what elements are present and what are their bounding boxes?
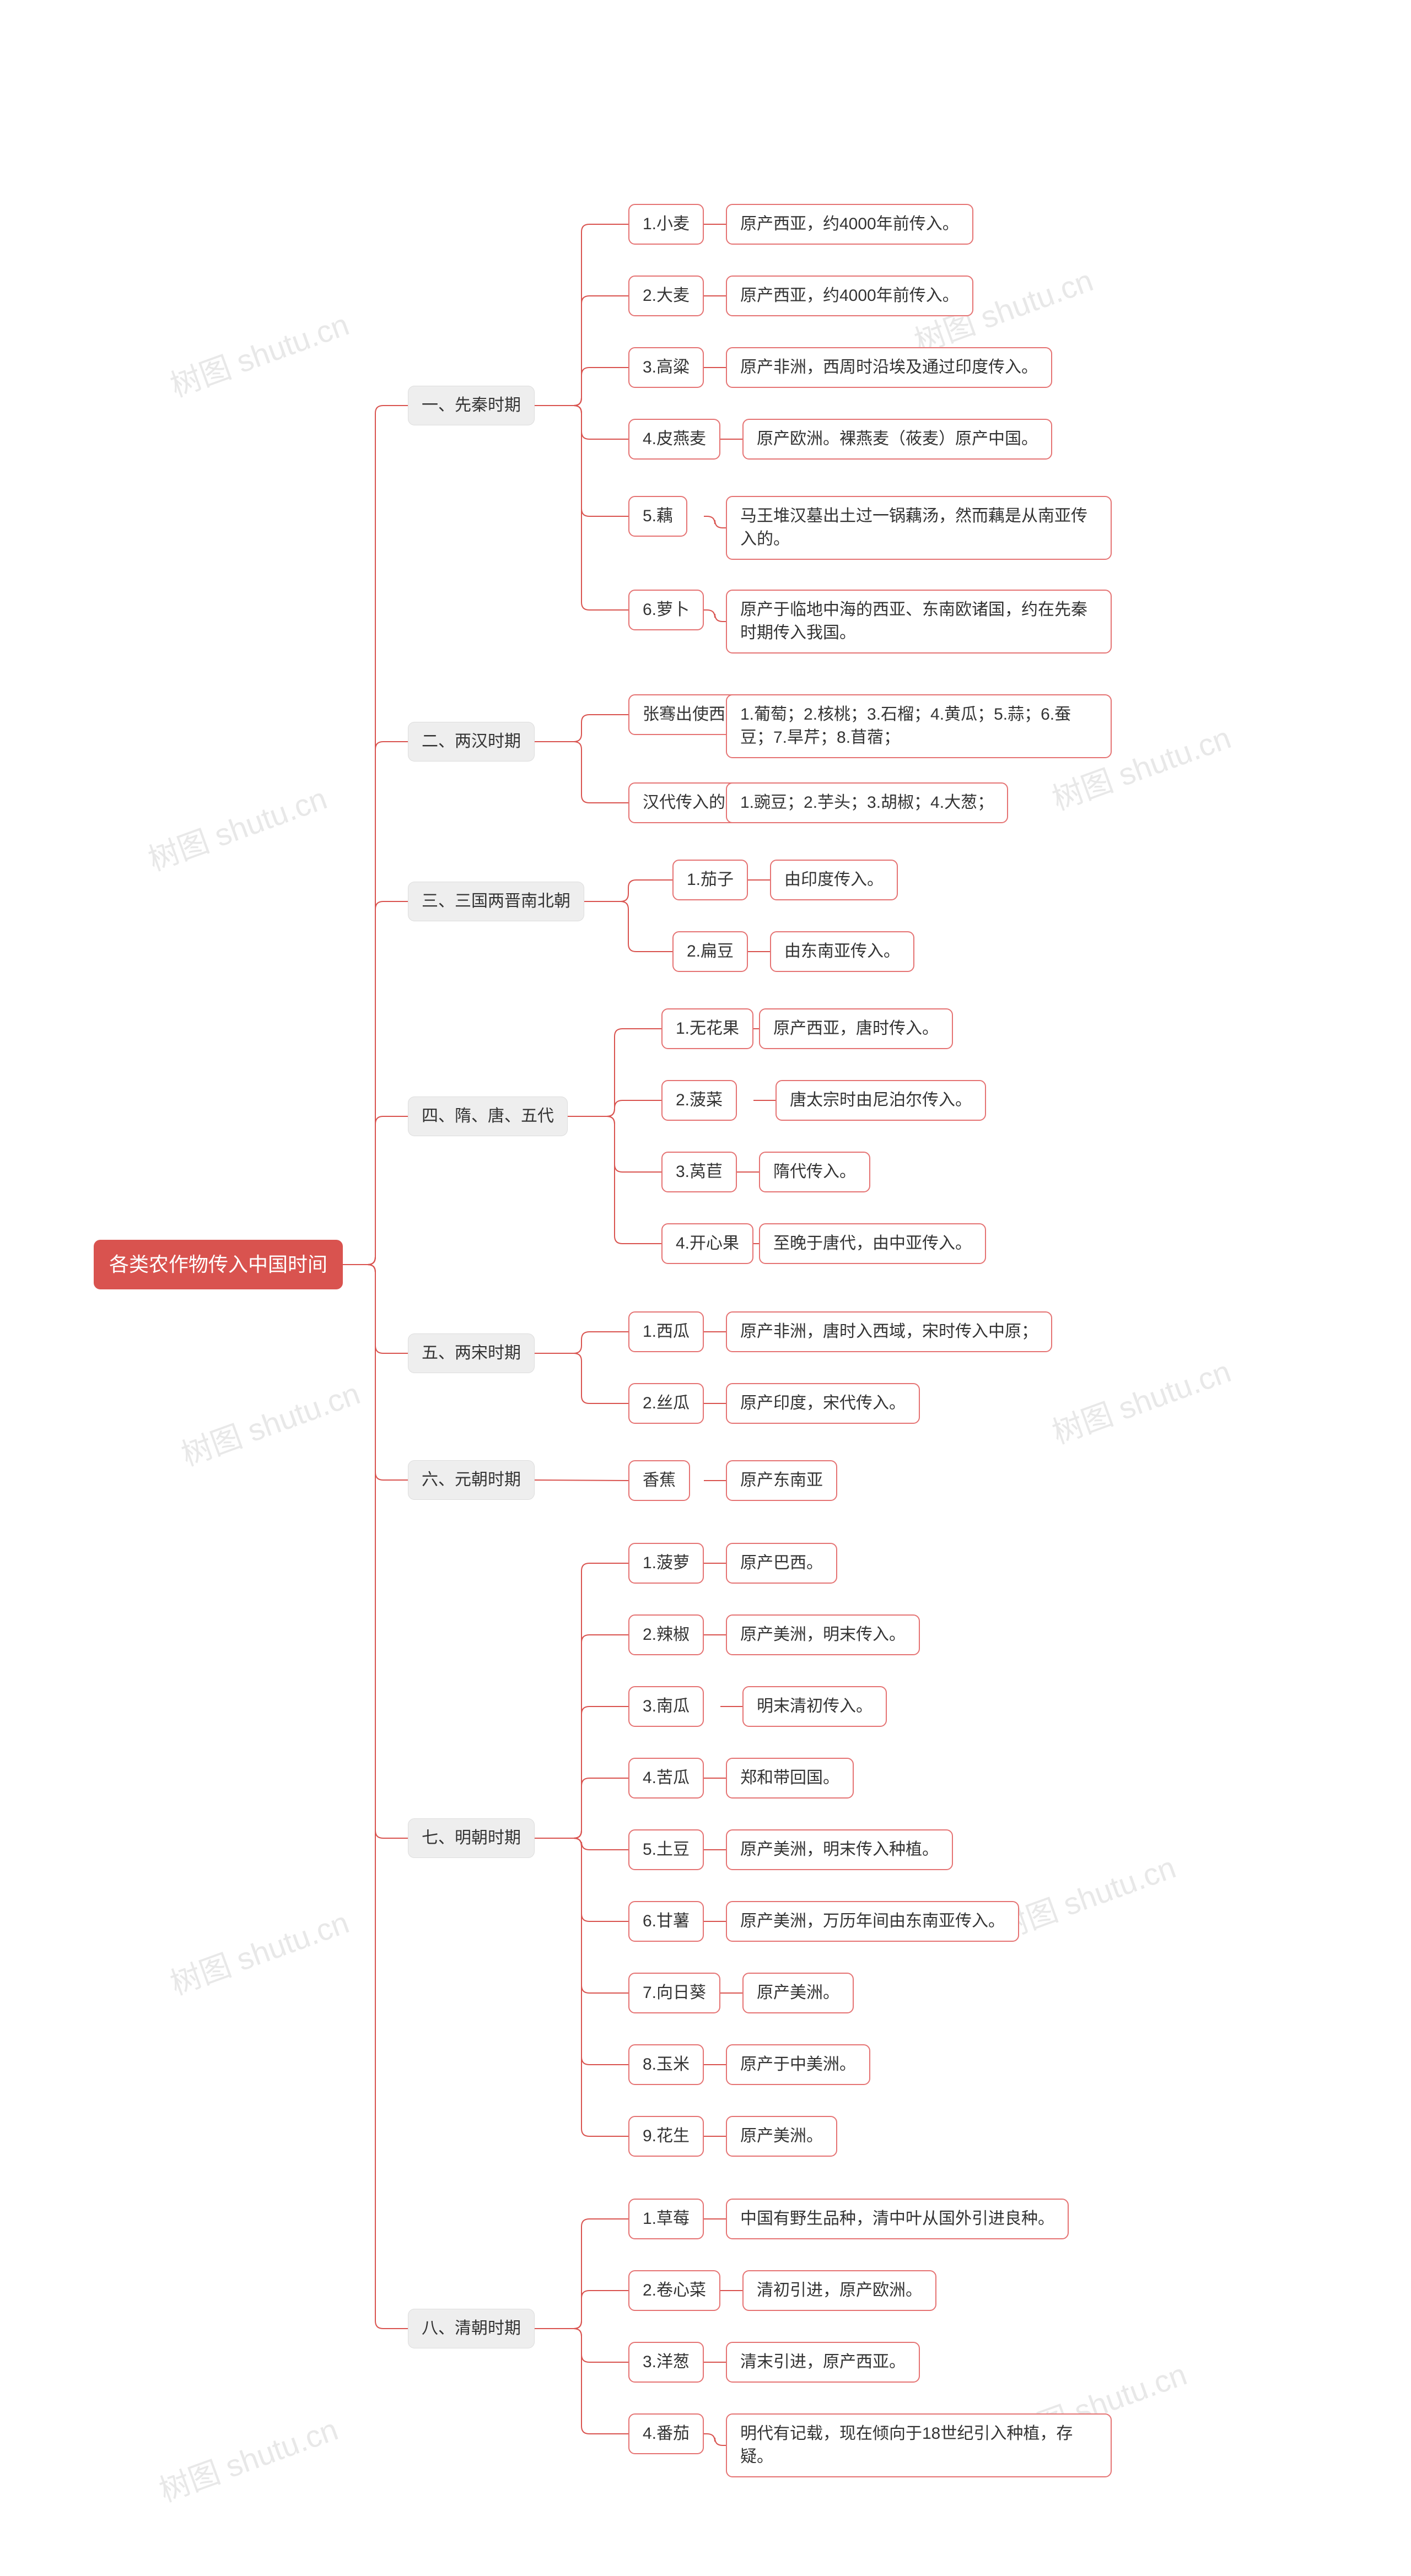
crop-node: 6.萝卜 — [628, 590, 704, 630]
root-node: 各类农作物传入中国时间 — [94, 1240, 343, 1289]
desc-node: 至晚于唐代，由中亚传入。 — [759, 1223, 986, 1264]
desc-node: 隋代传入。 — [759, 1152, 870, 1192]
desc-node: 明末清初传入。 — [742, 1686, 887, 1727]
crop-node: 3.洋葱 — [628, 2342, 704, 2383]
watermark: 树图 shutu.cn — [152, 2405, 343, 2510]
crop-node: 1.西瓜 — [628, 1311, 704, 1352]
branch-node: 七、明朝时期 — [408, 1818, 535, 1858]
desc-node: 原产美洲，万历年间由东南亚传入。 — [726, 1901, 1019, 1942]
desc-node: 清末引进，原产西亚。 — [726, 2342, 920, 2383]
desc-node: 原产欧洲。裸燕麦（莜麦）原产中国。 — [742, 419, 1052, 460]
desc-node: 原产美洲，明末传入种植。 — [726, 1829, 953, 1870]
crop-node: 4.皮燕麦 — [628, 419, 720, 460]
branch-node: 一、先秦时期 — [408, 386, 535, 425]
desc-node: 原产非洲，西周时沿埃及通过印度传入。 — [726, 347, 1052, 388]
desc-node: 原产于临地中海的西亚、东南欧诸国，约在先秦时期传入我国。 — [726, 590, 1112, 654]
desc-node: 原产于中美洲。 — [726, 2044, 870, 2085]
desc-node: 中国有野生品种，清中叶从国外引进良种。 — [726, 2199, 1069, 2239]
crop-node: 2.菠菜 — [661, 1080, 737, 1121]
crop-node: 5.土豆 — [628, 1829, 704, 1870]
crop-node: 2.扁豆 — [672, 931, 748, 972]
crop-node: 1.小麦 — [628, 204, 704, 245]
desc-node: 原产西亚，唐时传入。 — [759, 1008, 953, 1049]
watermark: 树图 shutu.cn — [163, 300, 354, 406]
crop-node: 1.茄子 — [672, 860, 748, 900]
crop-node: 4.开心果 — [661, 1223, 753, 1264]
desc-node: 由东南亚传入。 — [770, 931, 914, 972]
crop-node: 5.藕 — [628, 496, 687, 537]
desc-node: 郑和带回国。 — [726, 1758, 854, 1799]
watermark: 树图 shutu.cn — [163, 1898, 354, 2003]
desc-node: 原产东南亚 — [726, 1460, 837, 1501]
branch-node: 五、两宋时期 — [408, 1333, 535, 1373]
watermark: 树图 shutu.cn — [1045, 1347, 1236, 1452]
watermark: 树图 shutu.cn — [141, 774, 332, 879]
crop-node: 4.番茄 — [628, 2413, 704, 2454]
crop-node: 1.菠萝 — [628, 1543, 704, 1584]
desc-node: 1.豌豆；2.芋头；3.胡椒；4.大葱； — [726, 782, 1008, 823]
branch-node: 八、清朝时期 — [408, 2309, 535, 2348]
branch-node: 四、隋、唐、五代 — [408, 1097, 568, 1136]
crop-node: 9.花生 — [628, 2116, 704, 2157]
crop-node: 2.卷心菜 — [628, 2270, 720, 2311]
crop-node: 3.莴苣 — [661, 1152, 737, 1192]
branch-node: 三、三国两晋南北朝 — [408, 882, 584, 921]
crop-node: 香蕉 — [628, 1460, 690, 1501]
crop-node: 7.向日葵 — [628, 1973, 720, 2013]
crop-node: 6.甘薯 — [628, 1901, 704, 1942]
desc-node: 原产美洲。 — [742, 1973, 854, 2013]
crop-node: 1.无花果 — [661, 1008, 753, 1049]
crop-node: 4.苦瓜 — [628, 1758, 704, 1799]
desc-node: 由印度传入。 — [770, 860, 898, 900]
desc-node: 马王堆汉墓出土过一锅藕汤，然而藕是从南亚传入的。 — [726, 496, 1112, 560]
watermark: 树图 shutu.cn — [174, 1369, 365, 1475]
desc-node: 清初引进，原产欧洲。 — [742, 2270, 936, 2311]
branch-node: 二、两汉时期 — [408, 722, 535, 762]
desc-node: 原产印度，宋代传入。 — [726, 1383, 920, 1424]
crop-node: 8.玉米 — [628, 2044, 704, 2085]
desc-node: 原产西亚，约4000年前传入。 — [726, 276, 973, 316]
desc-node: 明代有记载，现在倾向于18世纪引入种植，存疑。 — [726, 2413, 1112, 2477]
crop-node: 2.丝瓜 — [628, 1383, 704, 1424]
crop-node: 3.高粱 — [628, 347, 704, 388]
desc-node: 原产西亚，约4000年前传入。 — [726, 204, 973, 245]
desc-node: 原产美洲，明末传入。 — [726, 1614, 920, 1655]
crop-node: 3.南瓜 — [628, 1686, 704, 1727]
crop-node: 2.辣椒 — [628, 1614, 704, 1655]
crop-node: 2.大麦 — [628, 276, 704, 316]
desc-node: 唐太宗时由尼泊尔传入。 — [775, 1080, 986, 1121]
desc-node: 原产非洲，唐时入西域，宋时传入中原； — [726, 1311, 1052, 1352]
desc-node: 原产美洲。 — [726, 2116, 837, 2157]
desc-node: 原产巴西。 — [726, 1543, 837, 1584]
branch-node: 六、元朝时期 — [408, 1460, 535, 1500]
crop-node: 1.草莓 — [628, 2199, 704, 2239]
desc-node: 1.葡萄；2.核桃；3.石榴；4.黄瓜；5.蒜；6.蚕豆；7.旱芹；8.苜蓿； — [726, 694, 1112, 758]
